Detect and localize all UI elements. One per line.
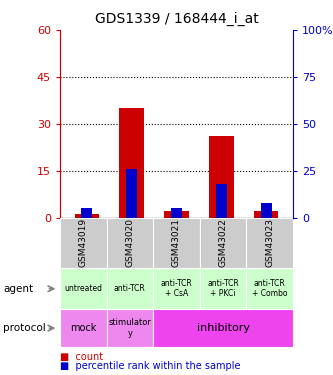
- Text: anti-TCR
+ Combo: anti-TCR + Combo: [252, 279, 287, 298]
- Bar: [164, 211, 189, 217]
- Text: GSM43019: GSM43019: [79, 218, 88, 267]
- Bar: [153, 217, 200, 268]
- Bar: [171, 208, 182, 218]
- Bar: [200, 268, 246, 309]
- Title: GDS1339 / 168444_i_at: GDS1339 / 168444_i_at: [95, 12, 258, 26]
- Bar: [60, 268, 107, 309]
- Bar: [153, 309, 293, 347]
- Bar: [126, 169, 137, 217]
- Text: mock: mock: [70, 323, 97, 333]
- Text: GSM43022: GSM43022: [218, 218, 228, 267]
- Text: inhibitory: inhibitory: [196, 323, 250, 333]
- Text: stimulator
y: stimulator y: [109, 318, 151, 338]
- Bar: [75, 214, 99, 217]
- Text: agent: agent: [3, 284, 33, 294]
- Bar: [107, 268, 153, 309]
- Text: anti-TCR
+ PKCi: anti-TCR + PKCi: [207, 279, 239, 298]
- Text: protocol: protocol: [3, 323, 46, 333]
- Text: ■  percentile rank within the sample: ■ percentile rank within the sample: [60, 361, 240, 371]
- Bar: [254, 211, 278, 217]
- Bar: [246, 217, 293, 268]
- Bar: [246, 268, 293, 309]
- Text: GSM43023: GSM43023: [265, 218, 274, 267]
- Bar: [153, 268, 200, 309]
- Bar: [209, 136, 234, 218]
- Bar: [81, 208, 93, 218]
- Text: anti-TCR: anti-TCR: [114, 284, 146, 293]
- Text: GSM43020: GSM43020: [125, 218, 135, 267]
- Bar: [200, 217, 246, 268]
- Bar: [260, 202, 272, 217]
- Bar: [107, 217, 153, 268]
- Text: ■  count: ■ count: [60, 352, 103, 362]
- Bar: [60, 309, 107, 347]
- Bar: [60, 217, 107, 268]
- Text: anti-TCR
+ CsA: anti-TCR + CsA: [161, 279, 192, 298]
- Bar: [119, 108, 144, 218]
- Bar: [216, 184, 227, 218]
- Text: untreated: untreated: [64, 284, 102, 293]
- Text: GSM43021: GSM43021: [172, 218, 181, 267]
- Bar: [107, 309, 153, 347]
